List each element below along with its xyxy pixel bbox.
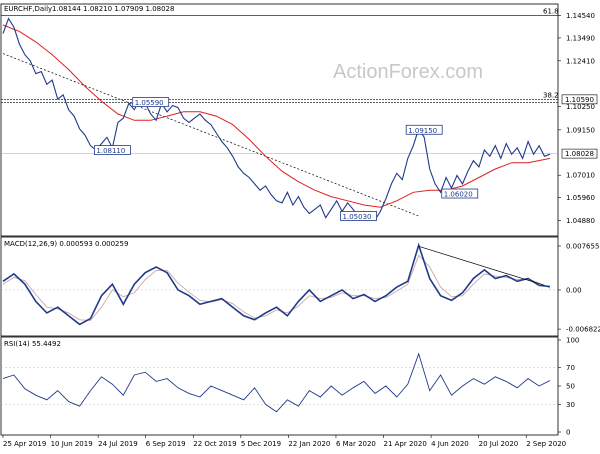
fib-label-61.8: 61.8 xyxy=(543,8,559,16)
annotation-box-1 xyxy=(94,145,131,156)
macd-trendline xyxy=(418,245,545,286)
xtick-label-5: 5 Dec 2019 xyxy=(241,440,281,448)
panel-frame-2 xyxy=(0,336,559,436)
xtick-label-2: 24 Jul 2019 xyxy=(98,440,138,448)
current-price-box xyxy=(561,148,598,159)
rsi-ytick-4: 0 xyxy=(566,429,570,437)
annotation-box-0 xyxy=(132,97,170,107)
macd-title: MACD(12,26,9) 0.000593 0.000259 xyxy=(4,240,128,248)
watermark: ActionForex.com xyxy=(333,61,483,83)
xtick-label-7: 6 Mar 2020 xyxy=(336,440,376,448)
annotation-label-3: 1.06020 xyxy=(444,191,473,199)
panel-frame-0 xyxy=(0,3,559,237)
xtick-label-9: 4 Jun 2020 xyxy=(431,440,469,448)
price-ytick-0: 1.14540 xyxy=(566,12,595,20)
price-ytick-7: 1.04880 xyxy=(566,217,595,225)
price-ytick-2: 1.12410 xyxy=(566,57,595,65)
macd-line xyxy=(2,242,551,326)
xtick-label-0: 25 Apr 2019 xyxy=(3,440,46,448)
rsi-ytick-1: 70 xyxy=(566,364,575,372)
price-ohlc: 1.08144 1.08210 1.07909 1.08028 xyxy=(52,5,174,13)
macd-ytick-0: 0.007655 xyxy=(566,242,599,250)
macd-ytick-1: 0.00 xyxy=(566,286,582,294)
annotation-label-2: 1.09150 xyxy=(408,127,437,135)
macd-ytick-2: -0.006822 xyxy=(566,326,600,334)
xtick-label-10: 20 Jul 2020 xyxy=(479,440,519,448)
price-ytick-1: 1.13490 xyxy=(566,34,595,42)
price-ytick-6: 1.05960 xyxy=(566,194,595,202)
level-tag-0: 1.10590 xyxy=(565,96,594,104)
price-title: EURCHF,Daily xyxy=(4,5,52,13)
annotation-label-1: 1.08110 xyxy=(96,147,125,155)
price-ytick-5: 1.07010 xyxy=(566,172,595,180)
price-ytick-4: 1.09150 xyxy=(566,126,595,134)
macd-signal-line xyxy=(2,254,551,321)
price-ytick-3: 1.10250 xyxy=(566,103,595,111)
ma-line xyxy=(2,24,551,208)
rsi-ytick-3: 30 xyxy=(566,401,575,409)
rsi-title: RSI(14) 55.4492 xyxy=(4,340,61,348)
xtick-label-8: 21 Apr 2020 xyxy=(384,440,427,448)
annotation-label-0: 1.05590 xyxy=(135,99,164,107)
xtick-label-6: 22 Jan 2020 xyxy=(288,440,330,448)
xtick-label-3: 6 Sep 2019 xyxy=(146,440,186,448)
current-price-tag: 1.08028 xyxy=(565,150,594,158)
annotation-box-2 xyxy=(405,124,443,135)
xtick-label-1: 10 Jun 2019 xyxy=(51,440,93,448)
rsi-ytick-2: 50 xyxy=(566,383,575,391)
panel-frame-1 xyxy=(0,236,559,337)
fib-label-38.2: 38.2 xyxy=(543,91,559,99)
xtick-label-4: 22 Oct 2019 xyxy=(193,440,236,448)
level-tag-box-0 xyxy=(561,94,598,105)
rsi-ytick-0: 100 xyxy=(566,337,579,345)
xtick-label-11: 2 Sep 2020 xyxy=(526,440,566,448)
annotation-box-3 xyxy=(441,188,479,199)
annotation-box-4 xyxy=(340,211,377,221)
rsi-line xyxy=(2,352,551,413)
annotation-label-4: 1.05030 xyxy=(343,213,372,221)
